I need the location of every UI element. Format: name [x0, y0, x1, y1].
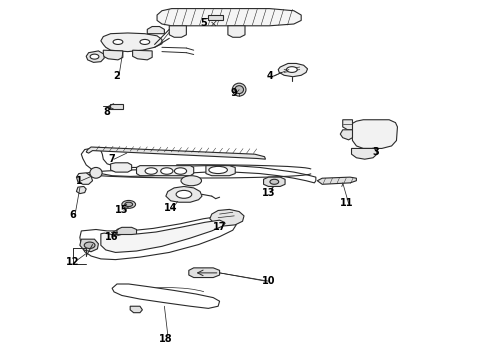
- Ellipse shape: [181, 176, 201, 186]
- Polygon shape: [147, 27, 164, 34]
- Ellipse shape: [235, 86, 244, 94]
- Ellipse shape: [113, 40, 123, 44]
- Text: 4: 4: [267, 71, 274, 81]
- Polygon shape: [210, 210, 244, 226]
- Polygon shape: [86, 147, 266, 159]
- Text: 3: 3: [372, 147, 379, 157]
- Ellipse shape: [287, 67, 297, 72]
- Bar: [110, 104, 123, 109]
- Polygon shape: [343, 120, 352, 130]
- Text: 17: 17: [213, 222, 226, 232]
- Polygon shape: [340, 130, 352, 140]
- Text: 7: 7: [109, 154, 116, 164]
- Polygon shape: [264, 177, 285, 186]
- Text: 9: 9: [231, 88, 238, 98]
- Ellipse shape: [90, 167, 102, 178]
- Polygon shape: [318, 177, 356, 184]
- Text: 5: 5: [200, 18, 207, 28]
- Ellipse shape: [140, 40, 150, 44]
- Text: 11: 11: [340, 198, 353, 208]
- Polygon shape: [228, 26, 245, 37]
- Text: 15: 15: [115, 206, 128, 216]
- Polygon shape: [133, 50, 152, 60]
- Polygon shape: [351, 120, 397, 148]
- Ellipse shape: [174, 168, 187, 174]
- Polygon shape: [157, 9, 301, 26]
- Polygon shape: [76, 186, 86, 194]
- Ellipse shape: [84, 242, 95, 248]
- Text: 14: 14: [164, 203, 177, 213]
- Polygon shape: [117, 227, 137, 237]
- Polygon shape: [169, 26, 186, 37]
- Polygon shape: [86, 51, 104, 62]
- Polygon shape: [101, 33, 162, 51]
- Polygon shape: [101, 220, 224, 252]
- Polygon shape: [80, 239, 98, 252]
- Polygon shape: [130, 306, 143, 313]
- Polygon shape: [111, 163, 132, 172]
- Polygon shape: [166, 186, 202, 202]
- Ellipse shape: [90, 54, 99, 59]
- Ellipse shape: [270, 179, 279, 184]
- Text: 10: 10: [262, 276, 275, 286]
- Text: 6: 6: [70, 210, 76, 220]
- Ellipse shape: [209, 166, 227, 174]
- Polygon shape: [103, 50, 123, 60]
- Ellipse shape: [145, 168, 157, 174]
- Polygon shape: [206, 166, 235, 176]
- Text: 12: 12: [66, 257, 80, 267]
- Ellipse shape: [125, 202, 133, 207]
- Ellipse shape: [122, 201, 136, 208]
- Text: 13: 13: [262, 188, 275, 198]
- Polygon shape: [80, 217, 236, 260]
- Polygon shape: [76, 173, 93, 184]
- Ellipse shape: [161, 168, 173, 174]
- Polygon shape: [278, 63, 308, 77]
- Polygon shape: [137, 166, 194, 176]
- Ellipse shape: [176, 190, 192, 198]
- Text: 2: 2: [114, 71, 121, 81]
- Ellipse shape: [232, 83, 246, 96]
- Polygon shape: [112, 284, 220, 309]
- Text: 16: 16: [105, 232, 119, 242]
- Polygon shape: [81, 148, 316, 183]
- Text: 1: 1: [75, 176, 82, 186]
- Polygon shape: [351, 148, 377, 159]
- Polygon shape: [208, 15, 223, 21]
- Text: 8: 8: [104, 107, 111, 117]
- Text: 18: 18: [159, 333, 172, 343]
- Polygon shape: [189, 268, 220, 278]
